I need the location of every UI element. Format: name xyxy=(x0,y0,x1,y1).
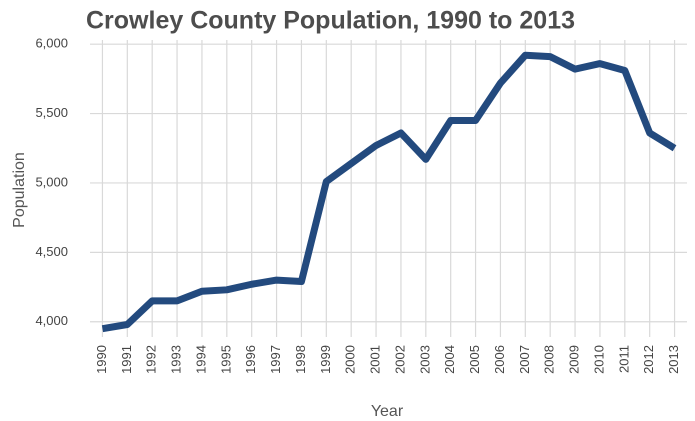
x-tick-label: 2010 xyxy=(591,345,606,374)
y-tick-label: 5,500 xyxy=(35,105,68,120)
x-tick-label: 2000 xyxy=(343,345,358,374)
x-tick-label: 1995 xyxy=(218,345,233,374)
x-axis-title: Year xyxy=(371,403,404,420)
x-tick-label: 2013 xyxy=(666,345,681,374)
y-tick-label: 5,000 xyxy=(35,174,68,189)
x-tick-label: 1992 xyxy=(144,345,159,374)
x-tick-label: 1991 xyxy=(119,345,134,374)
x-tick-label: 2011 xyxy=(616,345,631,373)
x-tick-label: 2008 xyxy=(542,345,557,374)
x-tick-label: 1996 xyxy=(243,345,258,374)
chart-title: Crowley County Population, 1990 to 2013 xyxy=(86,7,575,35)
x-tick-label: 1990 xyxy=(94,345,109,374)
x-tick-label: 1994 xyxy=(193,345,208,374)
x-tick-label: 2003 xyxy=(417,345,432,374)
y-axis-title: Population xyxy=(11,152,28,228)
x-tick-label: 2004 xyxy=(442,345,457,374)
x-tick-label: 1993 xyxy=(169,345,184,374)
x-tick-label: 1997 xyxy=(268,345,283,374)
x-tick-label: 2012 xyxy=(641,345,656,374)
x-tick-label: 2007 xyxy=(517,345,532,374)
x-tick-label: 2002 xyxy=(392,345,407,374)
x-tick-label: 2001 xyxy=(368,345,383,374)
y-tick-label: 6,000 xyxy=(35,36,68,51)
x-tick-label: 2006 xyxy=(492,345,507,374)
x-tick-label: 1999 xyxy=(318,345,333,374)
y-tick-label: 4,000 xyxy=(35,313,68,328)
x-tick-label: 2005 xyxy=(467,345,482,374)
x-tick-label: 1998 xyxy=(293,345,308,374)
y-tick-label: 4,500 xyxy=(35,244,68,259)
data-line xyxy=(101,51,677,333)
x-tick-label: 2009 xyxy=(567,345,582,374)
